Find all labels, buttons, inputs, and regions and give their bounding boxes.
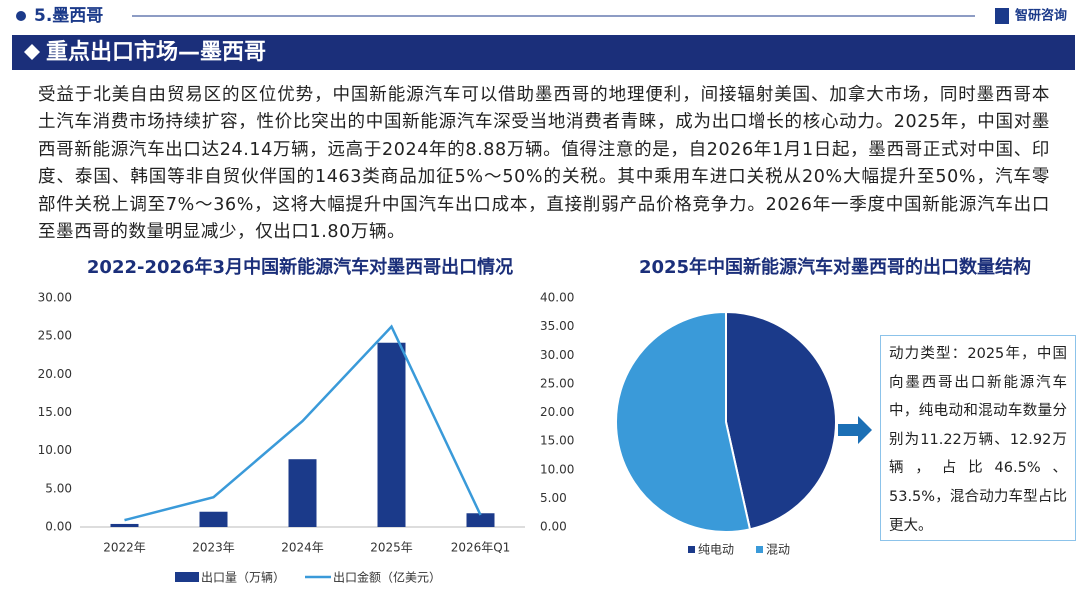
arrow bbox=[838, 416, 872, 444]
y-tick-label: 30.00 bbox=[38, 291, 72, 305]
y2-tick-label: 5.00 bbox=[540, 491, 567, 505]
y-tick-label: 5.00 bbox=[45, 481, 72, 495]
brand: 智研咨询 bbox=[1015, 8, 1067, 24]
y2-tick-label: 35.00 bbox=[540, 319, 574, 333]
y-tick-label: 10.00 bbox=[38, 443, 72, 457]
pie-slice bbox=[725, 310, 837, 531]
x-tick-label: 2023年 bbox=[192, 541, 235, 555]
legend-swatch bbox=[756, 546, 763, 553]
x-tick-label: 2022年 bbox=[103, 541, 146, 555]
bullet bbox=[16, 11, 26, 21]
annotation: 动力类型：2025年，中国向墨西哥出口新能源汽车中，纯电动和混动车数量分别为11… bbox=[880, 335, 1076, 541]
x-tick-label: 2026年Q1 bbox=[451, 541, 511, 555]
line bbox=[124, 324, 482, 522]
bar bbox=[110, 523, 139, 527]
pie-slice bbox=[615, 310, 752, 533]
legend-label: 出口金额（亿美元） bbox=[333, 570, 441, 585]
bar bbox=[377, 342, 406, 527]
legend-label: 混动 bbox=[766, 543, 790, 557]
legend-label: 纯电动 bbox=[698, 543, 734, 557]
legend-swatch bbox=[688, 546, 695, 553]
bar bbox=[288, 459, 317, 527]
section-title: 5.墨西哥 bbox=[34, 6, 103, 26]
banner-title: 重点出口市场—墨西哥 bbox=[46, 39, 266, 65]
banner bbox=[12, 35, 1075, 70]
paragraph: 受益于北美自由贸易区的区位优势，中国新能源汽车可以借助墨西哥的地理便利，间接辐射… bbox=[38, 85, 1050, 243]
y2-tick-label: 30.00 bbox=[540, 348, 574, 362]
y2-tick-label: 0.00 bbox=[540, 520, 567, 534]
bar bbox=[199, 511, 228, 527]
y-tick-label: 20.00 bbox=[38, 367, 72, 381]
diamond bbox=[24, 44, 40, 60]
y2-tick-label: 15.00 bbox=[540, 434, 574, 448]
y2-tick-label: 25.00 bbox=[540, 376, 574, 390]
legend-swatch bbox=[175, 572, 199, 582]
legend-label: 出口量（万辆） bbox=[201, 571, 285, 585]
logo bbox=[995, 8, 1009, 24]
y-tick-label: 0.00 bbox=[45, 520, 72, 534]
y2-tick-label: 20.00 bbox=[540, 405, 574, 419]
chart-title: 2025年中国新能源汽车对墨西哥的出口数量结构 bbox=[639, 256, 1031, 278]
bar bbox=[466, 513, 495, 527]
y2-tick-label: 40.00 bbox=[540, 291, 574, 305]
y-tick-label: 25.00 bbox=[38, 329, 72, 343]
y2-tick-label: 10.00 bbox=[540, 462, 574, 476]
x-tick-label: 2025年 bbox=[370, 541, 413, 555]
x-tick-label: 2024年 bbox=[281, 541, 324, 555]
chart-title: 2022-2026年3月中国新能源汽车对墨西哥出口情况 bbox=[87, 256, 513, 278]
y-tick-label: 15.00 bbox=[38, 405, 72, 419]
